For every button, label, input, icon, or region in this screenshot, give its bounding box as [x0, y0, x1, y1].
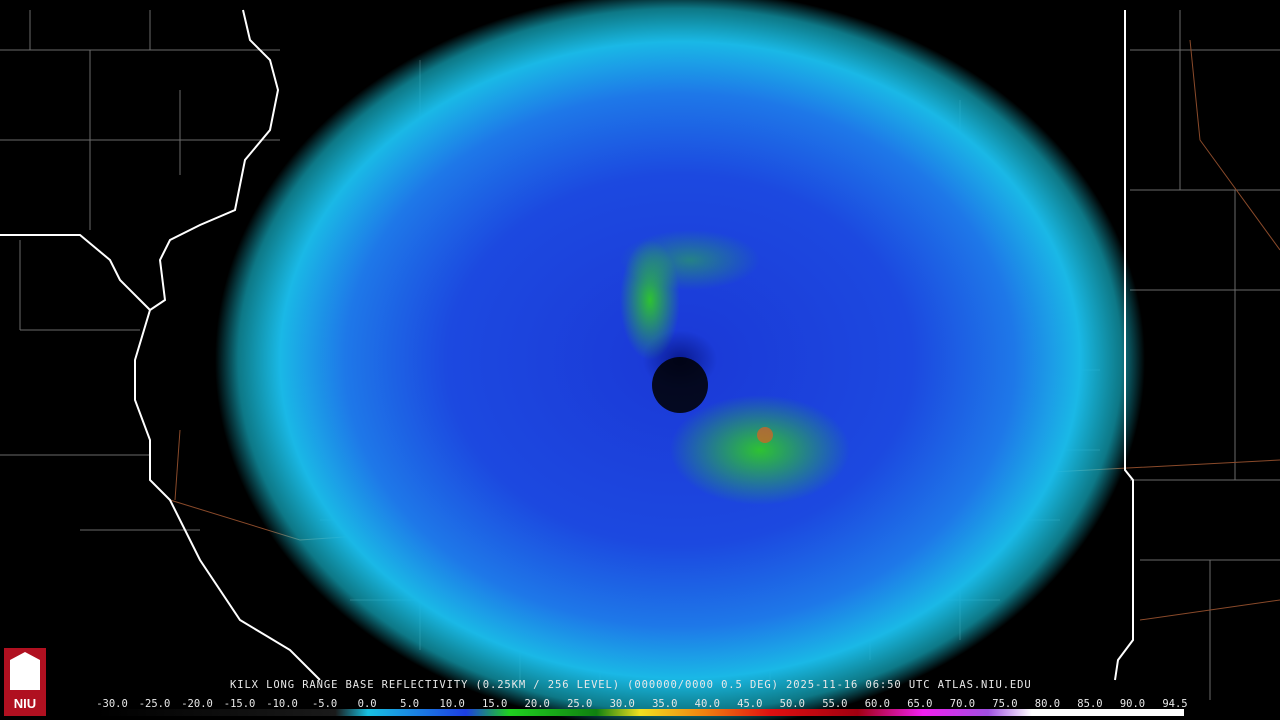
color-bar-label: 10.0 — [440, 698, 465, 710]
color-bar — [96, 709, 1184, 716]
color-bar-label: -5.0 — [312, 698, 337, 710]
radar-site — [652, 357, 708, 413]
color-bar-label: 5.0 — [400, 698, 419, 710]
color-bar-labels: -30.0 -25.0 -20.0 -15.0 -10.0 -5.0 0.0 5.0 10.0 1… — [96, 698, 1187, 710]
color-bar-label: 30.0 — [610, 698, 635, 710]
color-bar-label: 20.0 — [525, 698, 550, 710]
color-bar-label: 65.0 — [907, 698, 932, 710]
color-bar-label: -30.0 — [96, 698, 128, 710]
logo-tower — [10, 652, 40, 690]
caption: KILX LONG RANGE BASE REFLECTIVITY (0.25K… — [230, 679, 1032, 691]
color-bar-label: 75.0 — [992, 698, 1017, 710]
color-bar-label: -20.0 — [181, 698, 213, 710]
color-bar-label: 55.0 — [822, 698, 847, 710]
color-bar-label: 94.5 — [1162, 698, 1187, 710]
color-bar-label: 35.0 — [652, 698, 677, 710]
logo-text: NIU — [14, 696, 36, 711]
color-bar-label: 90.0 — [1120, 698, 1145, 710]
color-bar-label: 45.0 — [737, 698, 762, 710]
state-lines — [0, 9, 1134, 681]
color-bar-label: 70.0 — [950, 698, 975, 710]
color-bar-label: 85.0 — [1077, 698, 1102, 710]
color-bar-label: 25.0 — [567, 698, 592, 710]
color-bar-label: -25.0 — [139, 698, 171, 710]
logo: NIU — [4, 648, 46, 716]
echo-core — [620, 230, 760, 290]
color-bar-label: 15.0 — [482, 698, 507, 710]
color-bar-label: -10.0 — [266, 698, 298, 710]
echo-core — [670, 395, 850, 505]
color-bar-label: 50.0 — [780, 698, 805, 710]
color-bar-label: 0.0 — [358, 698, 377, 710]
color-bar-label: 40.0 — [695, 698, 720, 710]
color-bar-label: 80.0 — [1035, 698, 1060, 710]
echo-peak — [757, 427, 773, 443]
color-bar-label: -15.0 — [224, 698, 256, 710]
color-bar-label: 60.0 — [865, 698, 890, 710]
